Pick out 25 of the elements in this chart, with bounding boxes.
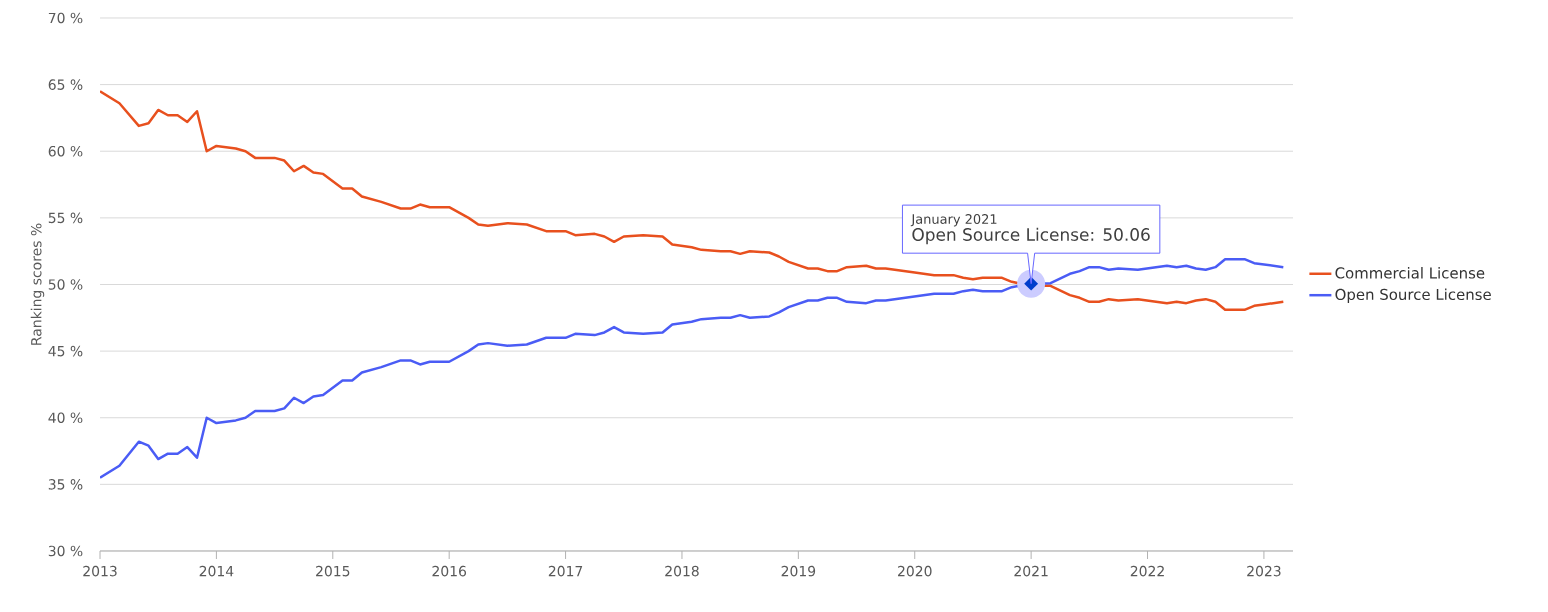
x-tick-label: 2014 (199, 565, 234, 577)
x-tick-label: 2015 (316, 565, 350, 577)
y-tick-label: 65 % (48, 79, 83, 90)
annotation: January 2021 (910, 214, 997, 227)
x-tick-label: 2022 (1130, 565, 1164, 577)
x-tick-label: 2021 (1014, 565, 1048, 577)
y-tick-label: 45 % (48, 345, 83, 357)
x-tick-label: 2023 (1247, 565, 1281, 577)
y-tick-label: 60 % (48, 145, 83, 157)
x-tick-label: 2013 (83, 565, 117, 577)
x-tick-label: 2016 (432, 565, 467, 577)
y-tick-label: 40 % (48, 412, 83, 424)
y-tick-label: 50 % (48, 279, 83, 290)
legend-label: Commercial License (1335, 267, 1485, 279)
y-tick-label: 55 % (48, 212, 83, 224)
x-tick-label: 2018 (665, 565, 699, 577)
y-tick-label: 70 % (48, 12, 83, 24)
x-tick-label: 2017 (548, 565, 583, 577)
legend-label: Open Source License (1335, 288, 1491, 303)
y-tick-label: 30 % (48, 545, 83, 557)
y-tick-label: 35 % (48, 479, 83, 490)
annotation: Open Source License: 50.06 (912, 227, 1150, 245)
y-axis-title: Ranking scores % (30, 223, 45, 345)
x-tick-label: 2020 (898, 565, 932, 577)
x-tick-label: 2019 (781, 565, 816, 577)
